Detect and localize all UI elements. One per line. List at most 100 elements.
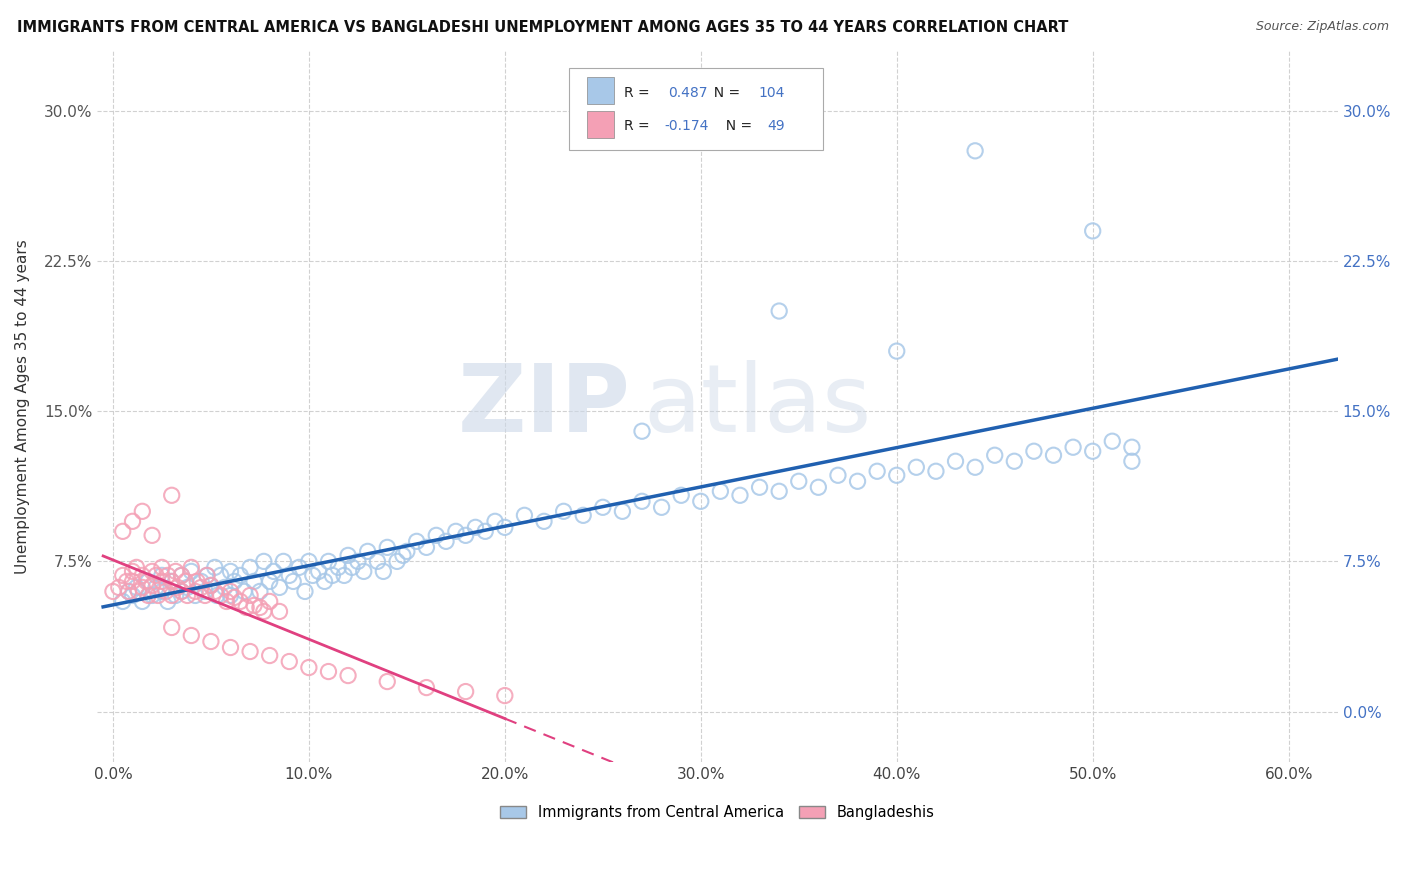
Point — [925, 464, 948, 478]
Point — [263, 565, 285, 579]
Point — [318, 665, 340, 679]
Point — [165, 565, 187, 579]
Point — [748, 480, 770, 494]
Point — [249, 600, 271, 615]
Point — [513, 508, 536, 523]
Y-axis label: Unemployment Among Ages 35 to 44 years: Unemployment Among Ages 35 to 44 years — [15, 239, 30, 574]
Text: 49: 49 — [768, 119, 785, 133]
Point — [807, 480, 830, 494]
Point — [983, 448, 1005, 462]
Point — [121, 589, 143, 603]
Point — [405, 534, 427, 549]
Point — [180, 628, 202, 642]
Point — [136, 574, 159, 589]
Point — [965, 144, 987, 158]
Point — [131, 581, 153, 595]
Point — [194, 584, 217, 599]
FancyBboxPatch shape — [588, 111, 614, 137]
Point — [253, 554, 276, 568]
Point — [392, 549, 415, 563]
Point — [160, 589, 183, 603]
Point — [318, 554, 340, 568]
Point — [184, 589, 207, 603]
Point — [150, 560, 173, 574]
Point — [170, 584, 193, 599]
Point — [174, 574, 197, 589]
Point — [553, 504, 575, 518]
Point — [434, 534, 457, 549]
Point — [1081, 444, 1104, 458]
Point — [886, 468, 908, 483]
Point — [107, 581, 129, 595]
Point — [239, 560, 262, 574]
Text: atlas: atlas — [643, 360, 872, 452]
Point — [631, 424, 654, 438]
Point — [592, 500, 614, 515]
Point — [728, 488, 751, 502]
Point — [205, 589, 228, 603]
Point — [224, 574, 246, 589]
Point — [141, 589, 163, 603]
Point — [131, 504, 153, 518]
Point — [347, 554, 370, 568]
Point — [233, 584, 256, 599]
Text: ZIP: ZIP — [458, 360, 631, 452]
Point — [337, 549, 360, 563]
Point — [190, 574, 212, 589]
Point — [160, 574, 183, 589]
Text: IMMIGRANTS FROM CENTRAL AMERICA VS BANGLADESHI UNEMPLOYMENT AMONG AGES 35 TO 44 : IMMIGRANTS FROM CENTRAL AMERICA VS BANGL… — [17, 20, 1069, 35]
Point — [117, 584, 139, 599]
Point — [229, 568, 252, 582]
Point — [269, 581, 291, 595]
Point — [111, 594, 134, 608]
Point — [200, 634, 222, 648]
Point — [1101, 434, 1123, 449]
Text: R =: R = — [624, 119, 654, 133]
Point — [259, 594, 281, 608]
Point — [278, 655, 301, 669]
Point — [269, 604, 291, 618]
Point — [150, 568, 173, 582]
Point — [333, 568, 356, 582]
Point — [768, 304, 790, 318]
Point — [298, 554, 321, 568]
Point — [117, 584, 139, 599]
Point — [195, 568, 218, 582]
Text: 0.487: 0.487 — [668, 86, 707, 100]
Point — [533, 514, 555, 528]
Point — [709, 484, 731, 499]
Point — [464, 520, 486, 534]
Point — [141, 528, 163, 542]
Point — [288, 560, 311, 574]
Point — [1081, 224, 1104, 238]
Point — [1022, 444, 1045, 458]
Point — [224, 591, 246, 605]
Point — [219, 640, 242, 655]
Point — [156, 594, 179, 608]
Point — [494, 520, 516, 534]
Point — [366, 554, 388, 568]
Point — [209, 568, 232, 582]
Point — [340, 560, 363, 574]
Point — [375, 541, 398, 555]
Point — [160, 574, 183, 589]
Point — [166, 581, 188, 595]
FancyBboxPatch shape — [588, 77, 614, 104]
Point — [136, 589, 159, 603]
Point — [160, 488, 183, 502]
Point — [768, 484, 790, 499]
Point — [827, 468, 849, 483]
Point — [145, 581, 167, 595]
Point — [415, 681, 437, 695]
Text: R =: R = — [624, 86, 654, 100]
Point — [259, 648, 281, 663]
Point — [186, 574, 208, 589]
Point — [651, 500, 673, 515]
Point — [454, 684, 477, 698]
Point — [214, 581, 236, 595]
Point — [111, 524, 134, 539]
Point — [395, 544, 418, 558]
Point — [243, 599, 266, 613]
Point — [180, 565, 202, 579]
Point — [846, 475, 869, 489]
